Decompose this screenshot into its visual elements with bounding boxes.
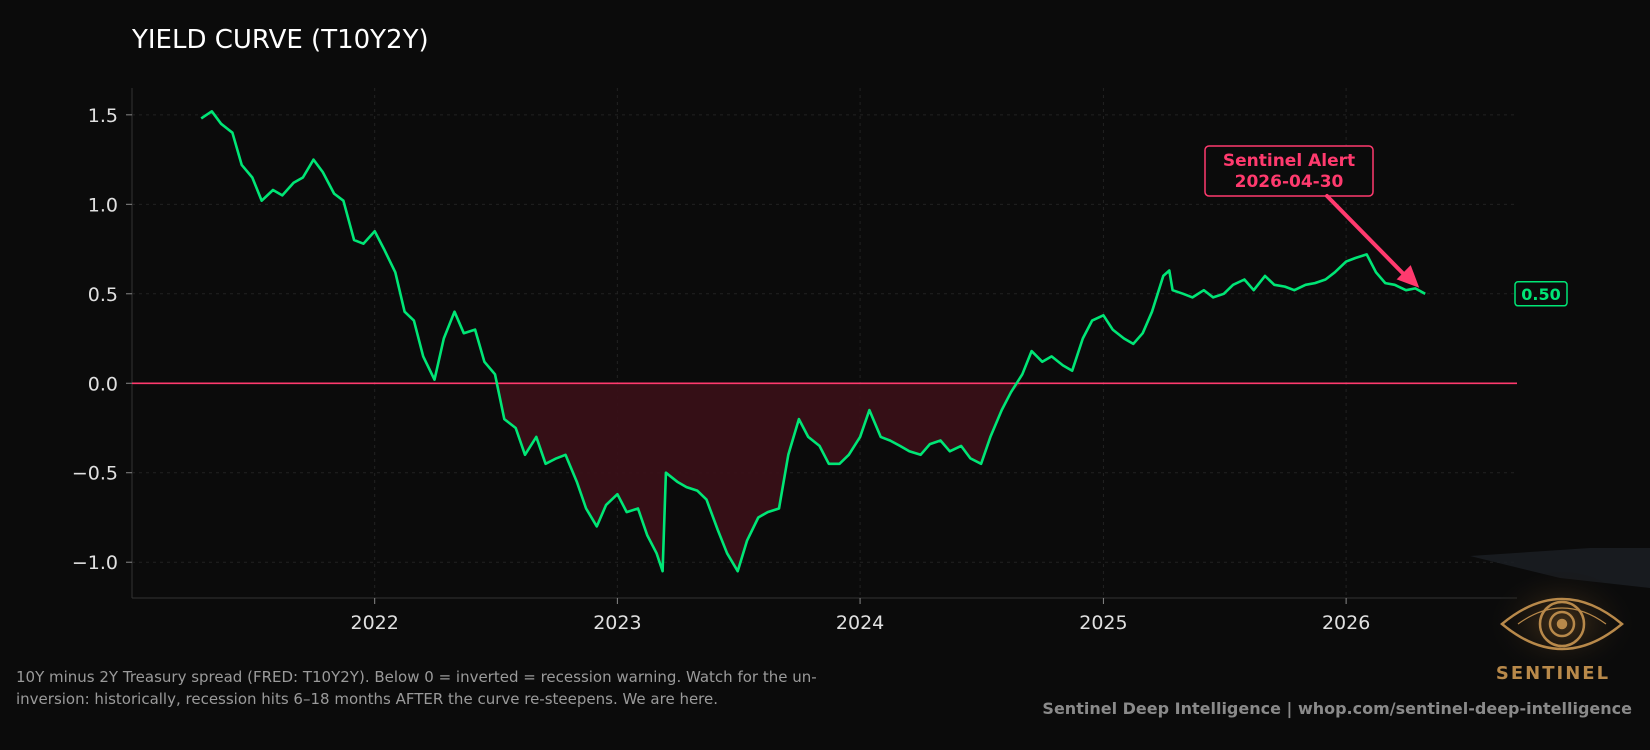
logo-wordmark: SENTINEL: [1495, 663, 1611, 684]
x-tick-label: 2026: [1322, 612, 1370, 634]
annotation-date: 2026-04-30: [1235, 172, 1344, 192]
y-tick-label: −0.5: [72, 463, 118, 485]
x-tick-label: 2024: [836, 612, 884, 634]
footnote-line-2: inversion: historically, recession hits …: [16, 690, 719, 708]
sentinel-logo: [1470, 548, 1650, 676]
x-tick-label: 2022: [351, 612, 399, 634]
y-tick-label: 1.0: [88, 194, 118, 216]
y-tick-label: −1.0: [72, 552, 118, 574]
series-line: [200, 110, 1426, 573]
axes: 1.5 1.0 0.5 0.0 −0.5 −1.0 2022 2023 2024 2025 2026: [72, 88, 1517, 634]
x-tick-label: 2023: [593, 612, 641, 634]
y-tick-label: 0.5: [88, 284, 118, 306]
annotation-box: [1204, 145, 1374, 197]
annotation-arrow-shaft: [1325, 194, 1412, 282]
last-value-box: [1514, 281, 1568, 307]
eye-icon: [1500, 597, 1624, 651]
last-value-label: 0.50: [1521, 285, 1560, 304]
chart-title: YIELD CURVE (T10Y2Y): [131, 25, 429, 55]
inversion-area: [201, 383, 1426, 572]
annotation-arrowhead: [1396, 265, 1420, 288]
grid: [132, 88, 1517, 598]
inversion-fill-layer: [201, 383, 1426, 572]
chart-footnote: 10Y minus 2Y Treasury spread (FRED: T10Y…: [16, 666, 896, 710]
series-layer: [200, 110, 1426, 573]
footnote-line-1: 10Y minus 2Y Treasury spread (FRED: T10Y…: [16, 668, 817, 686]
annotation-title: Sentinel Alert: [1223, 151, 1355, 171]
y-tick-label: 0.0: [88, 373, 118, 395]
y-tick-label: 1.5: [88, 105, 118, 127]
credit-line: Sentinel Deep Intelligence | whop.com/se…: [1042, 699, 1632, 718]
x-tick-label: 2025: [1079, 612, 1127, 634]
